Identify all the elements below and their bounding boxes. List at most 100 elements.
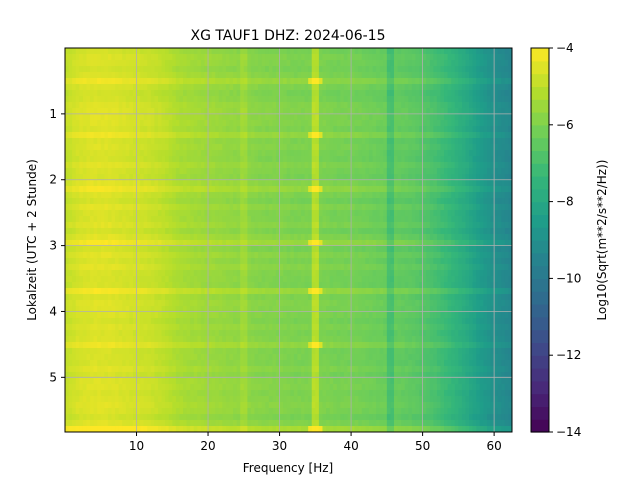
heatmap-cell (372, 258, 377, 265)
heatmap-cell (451, 192, 456, 199)
heatmap-cell (436, 54, 441, 61)
heatmap-cell (419, 210, 424, 217)
heatmap-cell (461, 240, 467, 247)
heatmap-cell (454, 252, 459, 259)
heatmap-cell (204, 198, 209, 205)
heatmap-cell (404, 78, 409, 85)
heatmap-cell (272, 216, 277, 223)
heatmap-cell (90, 192, 95, 199)
heatmap-cell (168, 48, 173, 55)
heatmap-cell (136, 54, 141, 61)
heatmap-cell (283, 102, 288, 109)
heatmap-cell (501, 108, 506, 115)
heatmap-cell (175, 198, 180, 205)
heatmap-cell (490, 126, 495, 133)
heatmap-cell (329, 84, 334, 91)
heatmap-cell (93, 180, 98, 187)
heatmap-cell (258, 270, 263, 277)
heatmap-cell (100, 282, 105, 289)
heatmap-cell (347, 132, 352, 139)
heatmap-cell (104, 222, 109, 229)
heatmap-cell (469, 282, 474, 289)
heatmap-cell (504, 126, 509, 133)
heatmap-cell (379, 66, 384, 73)
heatmap-cell (343, 72, 349, 79)
heatmap-cell (161, 246, 166, 253)
heatmap-cell (315, 84, 320, 91)
heatmap-cell (458, 96, 463, 103)
heatmap-cell (122, 66, 127, 73)
heatmap-cell (104, 120, 109, 127)
heatmap-cell (308, 216, 313, 223)
heatmap-cell (358, 114, 363, 121)
heatmap-cell (172, 210, 177, 217)
heatmap-cell (261, 126, 266, 133)
heatmap-cell (451, 156, 456, 163)
heatmap-cell (365, 174, 370, 181)
heatmap-cell (365, 258, 370, 265)
heatmap-cell (286, 270, 291, 277)
heatmap-cell (118, 54, 123, 61)
heatmap-cell (190, 54, 195, 61)
heatmap-cell (408, 162, 413, 169)
heatmap-cell (82, 156, 87, 163)
heatmap-cell (179, 246, 184, 253)
heatmap-cell (283, 66, 288, 73)
heatmap-cell (340, 162, 345, 169)
heatmap-cell (225, 246, 230, 253)
heatmap-cell (508, 78, 512, 85)
heatmap-cell (233, 108, 238, 115)
heatmap-cell (458, 60, 463, 67)
heatmap-cell (236, 270, 241, 277)
heatmap-cell (472, 48, 477, 55)
heatmap-cell (186, 180, 191, 187)
heatmap-cell (301, 246, 306, 253)
heatmap-cell (200, 84, 205, 91)
heatmap-cell (283, 258, 288, 265)
heatmap-cell (354, 60, 359, 67)
heatmap-cell (340, 84, 345, 91)
heatmap-cell (358, 174, 363, 181)
heatmap-cell (340, 234, 345, 241)
heatmap-cell (508, 246, 512, 253)
heatmap-cell (186, 150, 191, 157)
heatmap-cell (347, 138, 352, 145)
heatmap-cell (315, 132, 320, 139)
heatmap-cell (465, 108, 470, 115)
heatmap-cell (132, 228, 138, 235)
heatmap-cell (372, 210, 377, 217)
heatmap-cell (136, 216, 141, 223)
heatmap-cell (436, 126, 441, 133)
heatmap-cell (150, 54, 155, 61)
heatmap-cell (147, 132, 152, 139)
heatmap-cell (86, 216, 91, 223)
heatmap-cell (404, 180, 409, 187)
heatmap-cell (308, 162, 313, 169)
heatmap-cell (258, 228, 263, 235)
heatmap-cell (483, 108, 488, 115)
heatmap-cell (161, 72, 166, 79)
heatmap-cell (311, 228, 316, 235)
heatmap-cell (476, 282, 481, 289)
heatmap-cell (129, 240, 134, 247)
heatmap-cell (504, 174, 509, 181)
heatmap-cell (82, 96, 87, 103)
heatmap-cell (172, 102, 177, 109)
heatmap-cell (79, 54, 84, 61)
heatmap-cell (175, 204, 180, 211)
heatmap-cell (222, 114, 227, 121)
heatmap-cell (383, 198, 388, 205)
heatmap-cell (501, 126, 506, 133)
heatmap-cell (340, 72, 345, 79)
heatmap-cell (361, 198, 366, 205)
heatmap-cell (451, 264, 456, 271)
heatmap-cell (229, 252, 234, 259)
heatmap-cell (461, 150, 467, 157)
heatmap-cell (351, 120, 356, 127)
heatmap-cell (72, 102, 77, 109)
heatmap-cell (293, 252, 298, 259)
heatmap-cell (118, 168, 123, 175)
heatmap-cell (372, 102, 377, 109)
heatmap-cell (215, 276, 220, 283)
heatmap-cell (293, 174, 298, 181)
